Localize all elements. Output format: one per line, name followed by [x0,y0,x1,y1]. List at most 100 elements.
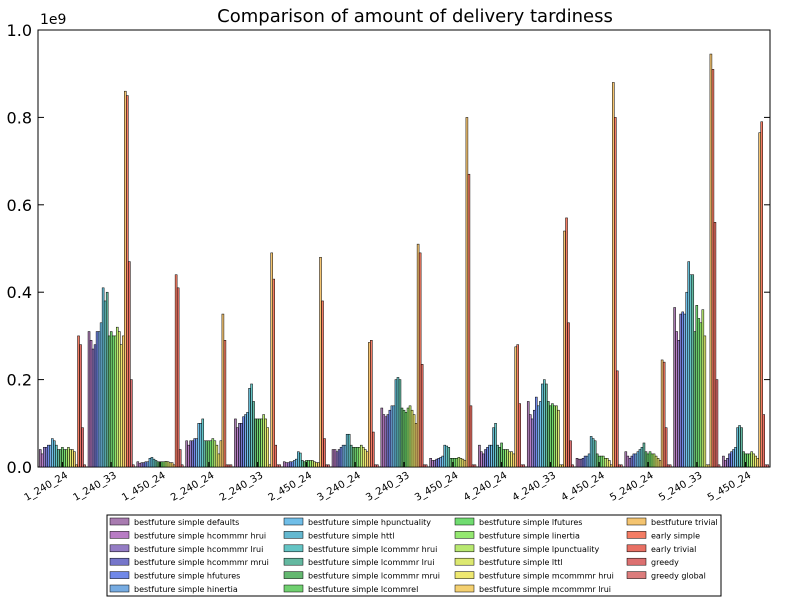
bar [382,414,386,468]
bar [386,414,390,468]
bar [321,300,324,468]
bar [583,455,587,468]
bar [443,444,446,468]
bar [65,449,68,468]
bar [756,458,759,468]
bar [406,407,410,468]
bar [264,418,267,468]
bar [612,82,615,468]
bar [307,460,310,468]
bar [711,69,715,468]
bar [473,464,477,468]
bar [575,458,579,468]
bar [325,464,328,468]
bar [299,452,302,468]
bar [323,438,326,468]
bar [750,451,753,468]
bar [93,344,97,468]
bar [140,462,144,468]
chart-title: Comparison of amount of delivery tardine… [217,6,613,27]
bar [717,464,721,468]
y-tick-label: 0.6 [7,196,32,215]
bar [388,409,392,468]
bar [109,331,113,468]
x-tick-label: 5_240_24 [608,470,655,504]
bar [506,449,509,468]
bar [355,447,359,468]
x-tick-label: 2_450_24 [267,470,314,504]
bar [420,364,424,468]
bar [416,243,420,468]
bar [614,117,617,468]
legend-label: bestfuture trivial [651,518,718,527]
bar [551,403,554,468]
bar [156,461,160,468]
bar [471,464,475,468]
bar [244,414,247,468]
bar [502,449,505,468]
legend-swatch [109,584,130,593]
bar [469,405,473,468]
legend-swatch [283,544,304,553]
bar [248,388,251,468]
legend-swatch [283,557,304,566]
bar [581,458,585,468]
bar [559,464,562,468]
x-tick-label: 5_450_24 [706,470,753,504]
bar [359,444,363,468]
bar [189,440,192,468]
bar [439,457,442,468]
bar [486,447,489,468]
x-tick-label: 3_450_24 [413,470,460,504]
bar [555,405,558,468]
legend-label: bestfuture simple hcommmr lrui [134,545,263,554]
bar [541,383,544,468]
legend-label: bestfuture simple lcommrel [308,585,418,594]
bar [317,462,320,468]
bar [599,455,603,468]
legend-label: bestfuture simple hfutures [134,572,240,581]
bar [126,95,129,468]
bar [337,449,341,468]
bar [549,405,552,468]
bar [160,461,164,468]
bar [764,464,768,468]
bar [172,464,176,468]
legend-label: bestfuture simple hcommmr mrui [134,558,269,567]
bar [610,464,613,468]
bar [587,453,591,468]
bar [57,449,60,468]
bar [508,451,511,468]
bar [349,444,353,468]
bar [630,455,634,468]
x-tick-label: 3_240_33 [364,470,411,504]
bar [40,453,44,468]
bar [185,440,188,468]
bar [754,455,757,468]
legend-swatch [109,544,130,553]
bar [437,458,440,468]
bar [211,438,215,468]
bar [567,322,570,468]
x-tick-label: 4_450_24 [559,470,606,504]
bar [311,460,314,468]
bar [180,464,184,468]
bar [636,451,640,468]
bar [563,230,566,468]
bar [398,379,402,468]
bar [689,274,693,468]
x-tick-label: 4_240_33 [511,470,558,504]
bar [492,427,495,468]
bar [256,418,259,468]
legend-swatch [283,531,304,539]
bar [488,444,491,468]
bar [225,464,229,468]
bar [724,460,727,468]
bar [589,436,593,468]
bar [113,335,117,468]
bar [498,447,501,468]
bar [170,462,174,468]
bar [512,453,515,468]
bar [414,423,418,468]
bar [95,331,99,468]
